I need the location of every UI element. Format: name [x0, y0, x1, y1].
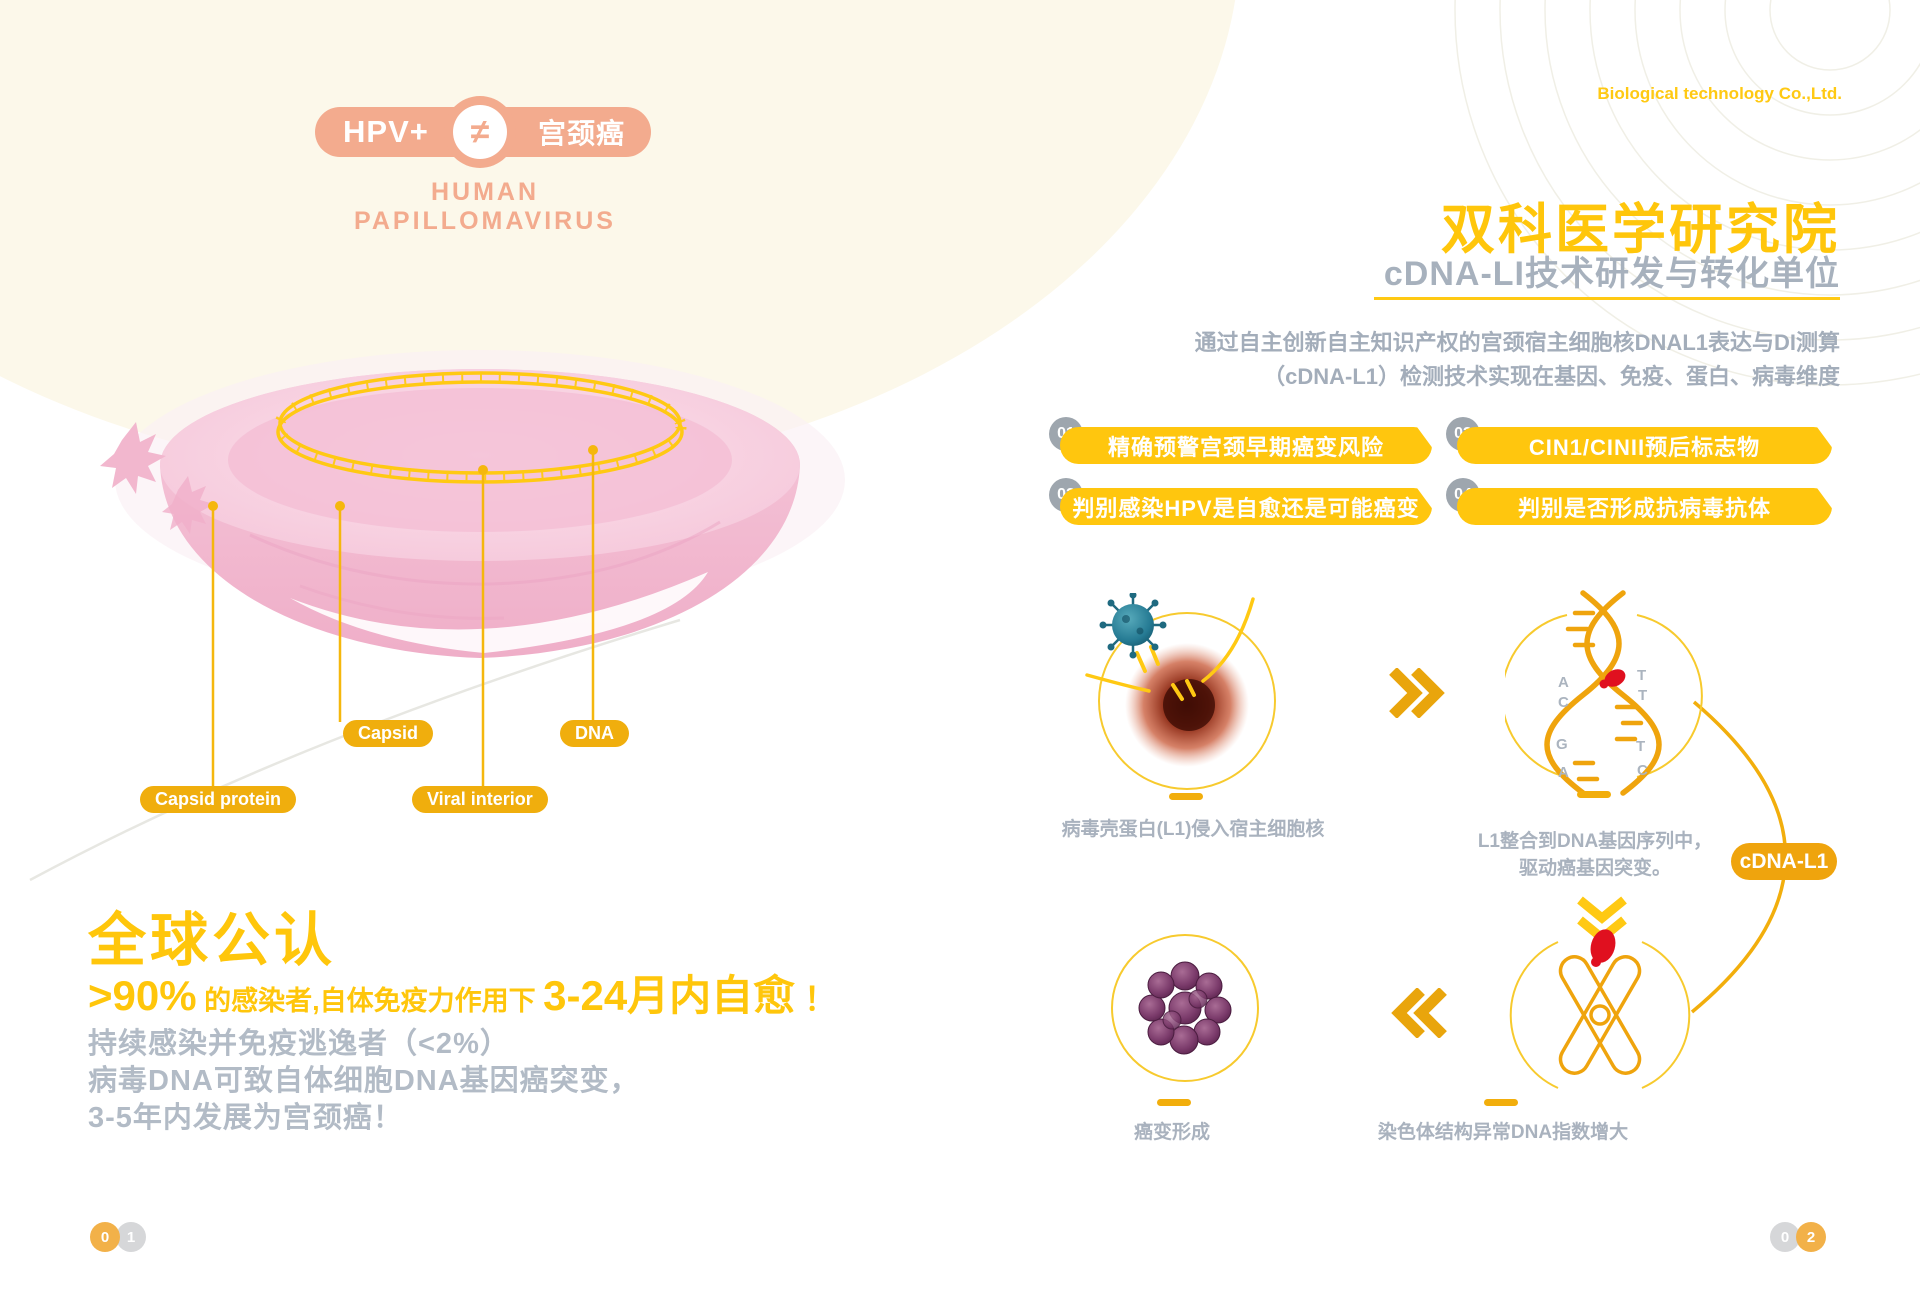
chromosome-figure — [1509, 929, 1691, 1089]
spike-decoration — [100, 422, 166, 494]
title-underline — [1374, 297, 1840, 300]
page-number-2-yellow: 2 — [1796, 1222, 1826, 1252]
svg-text:T: T — [1638, 687, 1647, 704]
step4-caption: 癌变形成 — [1133, 1122, 1210, 1143]
yellow-streaks — [1085, 597, 1255, 701]
figure-circle-outline — [1505, 614, 1703, 778]
figure-dash — [1577, 791, 1611, 798]
dna-integration-figure: A C G A T T T C — [1505, 590, 1703, 796]
stat-heal: 3-24月内自愈 — [543, 972, 796, 1019]
stat-bang: ！ — [795, 981, 837, 1017]
fold-line — [299, 584, 505, 620]
intro-line: （cDNA-L1）检测技术实现在基因、免疫、蛋白、病毒维度 — [1263, 364, 1840, 389]
figure-circle-outline — [1111, 934, 1259, 1082]
paragraph-line: 持续感染并免疫逃逸者（<2%） — [88, 1028, 510, 1060]
badge-hpv-text: HPV+ — [343, 114, 429, 149]
plasmid-ring-rungs — [273, 371, 687, 483]
page-number-2-gray: 0 — [1770, 1222, 1800, 1252]
fold-line — [249, 520, 721, 586]
label-capsid: Capsid — [343, 720, 434, 747]
figure-circle-outline — [1098, 612, 1276, 790]
feature-banner-01: 01 精确预警宫颈早期癌变风险 — [1049, 417, 1432, 454]
svg-text:A: A — [1558, 674, 1569, 691]
cancer-cell-figure — [1111, 934, 1259, 1082]
page-number-1-yellow: 0 — [90, 1222, 120, 1252]
paragraph-line: 病毒DNA可致自体细胞DNA基因癌突变， — [88, 1065, 640, 1097]
step1-caption: 病毒壳蛋白(L1)侵入宿主细胞核 — [1061, 819, 1325, 840]
feature-text: 精确预警宫颈早期癌变风险 — [1060, 427, 1432, 464]
figure-dash — [1157, 1099, 1191, 1106]
step3-caption: 染色体结构异常DNA指数增大 — [1377, 1122, 1629, 1143]
badge-cancer-text: 宫颈癌 — [537, 118, 625, 149]
svg-text:C: C — [1558, 694, 1569, 711]
concentric-arcs-decoration — [1454, 0, 1920, 386]
intro-line: 通过自主创新自主知识产权的宫颈宿主细胞核DNAL1表达与DI测算 — [1194, 330, 1840, 355]
svg-text:T: T — [1636, 738, 1645, 755]
feature-banner-03: 03 CIN1/CINII预后标志物 — [1446, 417, 1832, 454]
step2-caption: L1整合到DNA基因序列中， 驱动癌基因突变。 — [1477, 831, 1713, 879]
intro-paragraph: 通过自主创新自主知识产权的宫颈宿主细胞核DNAL1表达与DI测算 （cDNA-L… — [1140, 326, 1840, 394]
hpv-virion-icon — [1099, 593, 1167, 659]
institute-subtitle: cDNA-LI技术研发与转化单位 — [1383, 255, 1840, 293]
stat-line: >90% 的感染者,自体免疫力作用下 3-24月内自愈 ！ — [88, 962, 836, 1023]
dna-base-letters: A C G A T T T C — [1556, 667, 1648, 781]
figure-dash — [1484, 1099, 1518, 1106]
chromosome-shape — [1558, 955, 1642, 1075]
headline-global-consensus: 全球公认 — [88, 908, 337, 973]
cell-inner — [228, 388, 732, 532]
page-number-1-gray: 1 — [116, 1222, 146, 1252]
feature-text: CIN1/CINII预后标志物 — [1457, 427, 1832, 464]
virus-invasion-figure — [1085, 593, 1276, 790]
company-name: Biological technology Co.,Ltd. — [1597, 84, 1842, 103]
paragraph-line: 3-5年内发展为宫颈癌！ — [88, 1102, 403, 1134]
spike-decoration — [162, 476, 214, 534]
svg-text:C: C — [1637, 762, 1648, 779]
feature-banner-02: 02 判别感染HPV是自愈还是可能癌变 — [1049, 478, 1432, 515]
svg-text:G: G — [1556, 736, 1568, 753]
chevron-right-icon — [1389, 668, 1445, 718]
cancer-cell-cluster — [1138, 961, 1232, 1055]
stat-gt90: >90% — [88, 972, 197, 1019]
dna-helix-strands — [1544, 590, 1662, 796]
hpv-full-name: HUMAN PAPILLOMAVIRUS — [354, 178, 616, 235]
feature-text: 判别感染HPV是自愈还是可能癌变 — [1060, 488, 1432, 525]
institute-title: 双科医学研究院 — [1441, 200, 1840, 260]
label-capsid-protein: Capsid protein — [140, 786, 297, 813]
cdna-l1-pill: cDNA-L1 — [1731, 843, 1837, 880]
label-dna: DNA — [560, 720, 629, 747]
figure-circle-outline — [1509, 941, 1691, 1089]
mutation-red-blob — [1590, 929, 1616, 967]
figure-dash — [1169, 793, 1203, 800]
label-viral-interior: Viral interior — [412, 786, 548, 813]
stat-mid: 的感染者,自体免疫力作用下 — [196, 986, 544, 1016]
plasmid-ring-strand — [276, 380, 684, 484]
chevron-left-icon — [1391, 988, 1447, 1038]
svg-text:A: A — [1558, 764, 1569, 781]
feature-banner-04: 04 判别是否形成抗病毒抗体 — [1446, 478, 1832, 515]
mutation-red-blob — [1599, 669, 1626, 689]
svg-text:T: T — [1637, 667, 1646, 684]
hpv-virus-illustration — [100, 350, 845, 658]
dna-helix-rungs — [1565, 610, 1644, 782]
persistent-infection-paragraph: 持续感染并免疫逃逸者（<2%） 病毒DNA可致自体细胞DNA基因癌突变， 3-5… — [88, 1026, 640, 1137]
not-equal-icon: ≠ — [444, 96, 516, 168]
feature-text: 判别是否形成抗病毒抗体 — [1457, 488, 1832, 525]
